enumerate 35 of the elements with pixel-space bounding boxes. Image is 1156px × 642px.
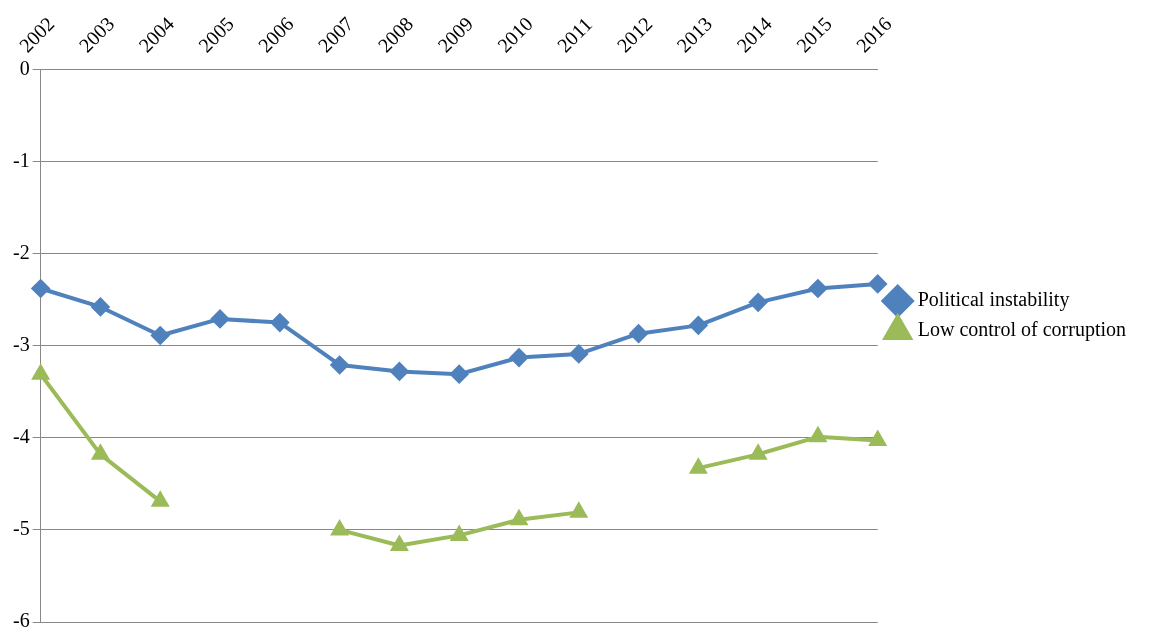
point — [689, 316, 708, 335]
point — [750, 445, 767, 460]
x-tick-label: 2011 — [552, 12, 597, 57]
y-tick-label: -2 — [12, 240, 30, 263]
point — [510, 510, 528, 526]
point — [211, 309, 230, 328]
point — [749, 293, 768, 312]
y-tick-label: -3 — [12, 332, 30, 355]
point — [629, 324, 648, 343]
y-tick-label: 0 — [19, 56, 30, 79]
point — [151, 326, 170, 345]
point — [451, 526, 468, 541]
legend-label: Political instability — [917, 288, 1070, 312]
point — [331, 520, 348, 536]
y-tick-label: -5 — [12, 517, 30, 540]
point — [152, 492, 169, 507]
point — [690, 459, 707, 474]
point — [32, 365, 49, 380]
point — [270, 313, 289, 332]
point — [330, 355, 349, 374]
point — [91, 297, 110, 316]
y-tick-label: -4 — [12, 425, 30, 447]
point — [92, 445, 109, 460]
legend-label: Low control of corruption — [917, 318, 1126, 342]
y-tick-label: -6 — [12, 609, 30, 632]
point — [450, 365, 469, 384]
point — [390, 362, 409, 381]
point — [509, 348, 528, 367]
y-tick-label: -1 — [12, 148, 30, 171]
point — [31, 279, 50, 298]
point — [569, 344, 588, 363]
point — [570, 503, 587, 518]
point — [390, 534, 409, 552]
point — [808, 279, 827, 298]
point — [868, 274, 887, 293]
